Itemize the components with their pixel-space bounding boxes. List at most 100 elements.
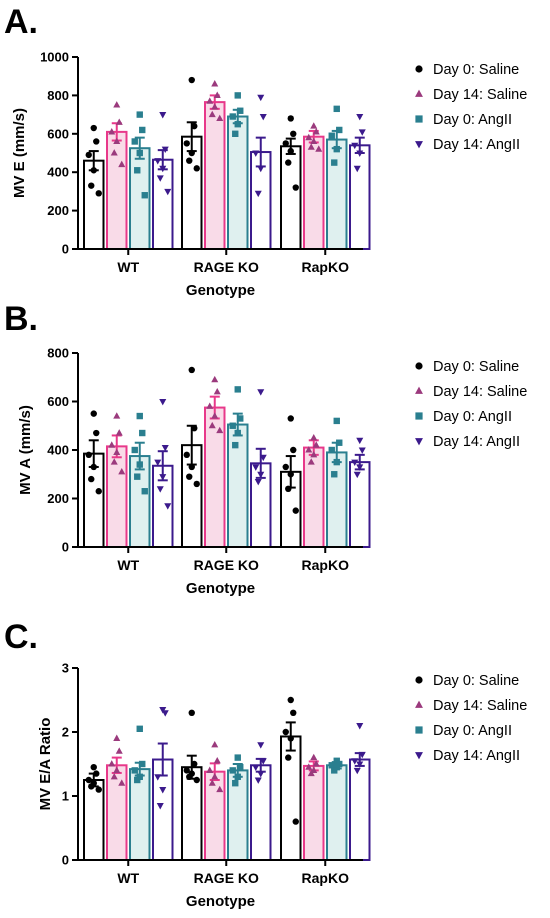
data-bar <box>250 764 272 862</box>
data-point <box>307 769 315 777</box>
data-point <box>290 446 297 454</box>
legend-marker <box>415 141 423 149</box>
data-point <box>93 429 100 437</box>
data-point <box>108 128 116 135</box>
data-point <box>136 461 143 468</box>
data-point <box>254 777 262 784</box>
data-point <box>136 725 143 732</box>
data-point <box>208 421 216 429</box>
data-bar <box>129 147 151 250</box>
data-point <box>95 488 102 495</box>
data-point <box>131 138 138 145</box>
data-point <box>287 471 294 478</box>
data-point <box>292 818 299 825</box>
legend-marker <box>415 89 423 97</box>
data-point <box>307 143 315 150</box>
data-point <box>254 190 262 198</box>
data-point <box>312 441 320 448</box>
x-category-label: WT <box>117 557 139 573</box>
data-point <box>336 126 343 134</box>
y-tick-label: 2 <box>62 725 69 740</box>
data-point <box>356 113 364 121</box>
data-point <box>191 122 198 130</box>
data-point <box>358 751 366 759</box>
legend-marker <box>415 362 423 370</box>
data-bar <box>326 764 348 862</box>
data-point <box>336 439 343 446</box>
data-point <box>95 190 102 197</box>
data-point <box>234 754 241 761</box>
data-bar <box>326 451 348 548</box>
y-tick-label: 800 <box>47 346 69 361</box>
data-point <box>141 488 148 495</box>
data-bar <box>303 764 325 861</box>
x-category-label: RAGE KO <box>194 870 259 886</box>
data-bar <box>106 130 128 251</box>
data-point <box>310 137 318 145</box>
data-point <box>154 459 162 466</box>
data-point <box>193 776 200 784</box>
data-point <box>191 424 198 432</box>
y-tick-label: 600 <box>47 394 69 409</box>
legend-marker <box>415 726 423 734</box>
data-point <box>305 763 313 770</box>
legend-marker <box>415 115 423 123</box>
x-axis-title: Genotype <box>186 282 255 299</box>
data-point <box>193 165 200 172</box>
panel-letter: B. <box>4 300 38 338</box>
data-point <box>164 503 172 510</box>
y-tick-label: 600 <box>47 126 69 141</box>
data-point <box>282 463 289 471</box>
data-point <box>154 158 162 165</box>
data-point <box>305 133 313 141</box>
data-point <box>85 151 92 159</box>
data-point <box>115 429 123 436</box>
data-point <box>136 111 143 118</box>
legend-marker <box>415 700 423 708</box>
data-point <box>186 473 193 480</box>
data-point <box>108 760 116 767</box>
legend-label: Day 0: Saline <box>433 673 519 689</box>
data-point <box>331 471 338 478</box>
data-point <box>252 464 260 471</box>
data-point <box>282 140 289 147</box>
data-point <box>154 774 162 781</box>
data-point <box>216 785 224 793</box>
data-point <box>287 415 294 422</box>
data-point <box>356 150 364 157</box>
data-point <box>232 130 239 137</box>
x-category-label: RapKO <box>302 870 350 886</box>
data-point <box>287 115 294 122</box>
y-tick-label: 800 <box>47 88 69 103</box>
data-point <box>188 366 195 374</box>
data-point <box>188 709 195 716</box>
legend-label: Day 14: AngII <box>433 434 520 450</box>
data-point <box>213 387 221 395</box>
data-point <box>310 434 318 441</box>
data-point <box>234 429 241 437</box>
data-point <box>312 128 320 135</box>
data-point <box>193 480 200 488</box>
data-point <box>191 760 198 768</box>
data-point <box>285 754 292 761</box>
data-point <box>237 107 244 114</box>
data-point <box>113 137 121 145</box>
data-point <box>213 91 221 98</box>
data-point <box>113 766 121 773</box>
data-bar <box>106 764 128 862</box>
data-point <box>139 126 146 134</box>
data-point <box>290 709 297 716</box>
data-point <box>141 192 148 199</box>
data-point <box>351 758 359 765</box>
data-point <box>307 458 315 465</box>
legend-label: Day 14: Saline <box>433 698 527 714</box>
data-point <box>356 723 364 730</box>
data-point <box>353 471 361 479</box>
x-category-label: WT <box>117 259 139 275</box>
data-bar <box>106 445 128 548</box>
y-axis-title: MV A (mm/s) <box>17 405 34 495</box>
x-axis-title: Genotype <box>186 893 255 910</box>
data-point <box>110 458 118 465</box>
data-point <box>356 761 364 768</box>
